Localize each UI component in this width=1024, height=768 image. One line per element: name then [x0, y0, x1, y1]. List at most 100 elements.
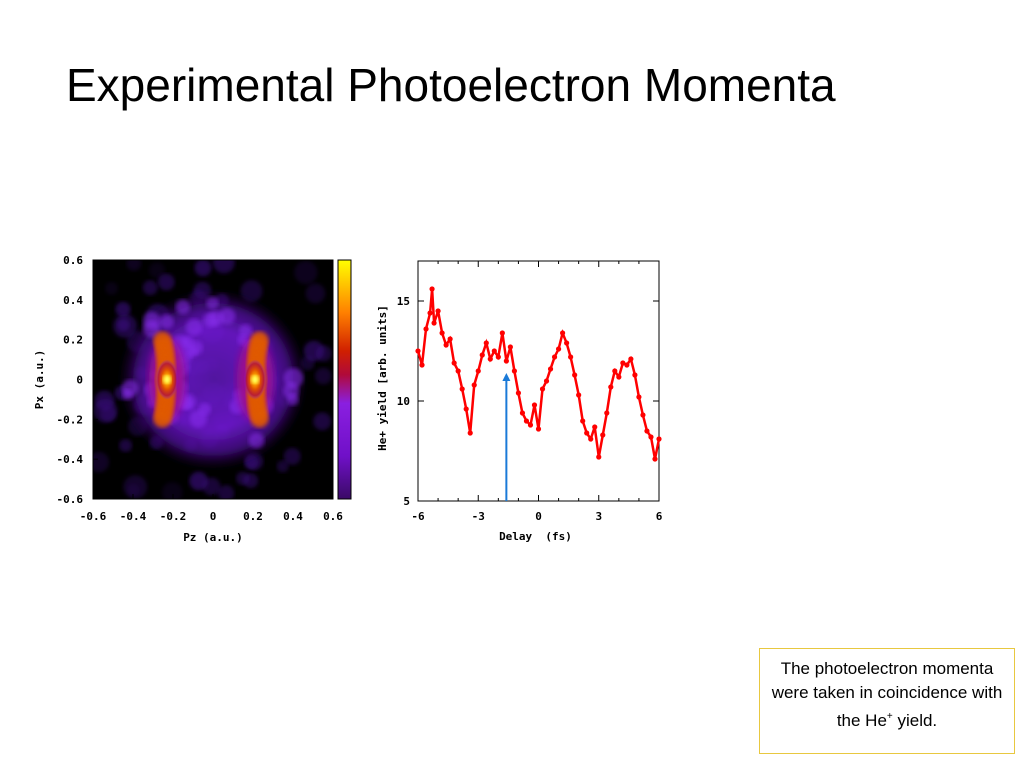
yield-data-point: [648, 434, 653, 439]
yield-data-point: [423, 326, 428, 331]
heatmap-y-tick-label: -0.6: [57, 493, 84, 506]
yield-line-chart: -6 -3 0 3 6 5 10 15 Delay (fs) He+ yield [arb. …: [376, 261, 663, 543]
heatmap-y-axis-label: Px (a.u.): [33, 350, 46, 410]
heatmap-texture: [143, 312, 161, 330]
yield-data-point: [548, 366, 553, 371]
heatmap-y-tick-label: 0.6: [63, 254, 83, 267]
yield-data-point: [640, 412, 645, 417]
yield-data-point: [552, 354, 557, 359]
heatmap-speckle: [195, 259, 212, 276]
yield-data-point: [624, 362, 629, 367]
heatmap-x-tick-label: 0.2: [243, 510, 263, 523]
yield-data-point: [628, 356, 633, 361]
line-chart-x-tick-label: -3: [472, 510, 485, 523]
yield-data-point: [500, 330, 505, 335]
yield-data-point: [604, 410, 609, 415]
heatmap-texture: [249, 433, 265, 449]
yield-data-point: [632, 372, 637, 377]
line-chart-x-tick-label: 0: [535, 510, 542, 523]
yield-data-point: [419, 362, 424, 367]
heatmap-speckle: [213, 251, 235, 273]
yield-data-point: [588, 436, 593, 441]
heatmap-speckle: [236, 472, 249, 485]
yield-data-point: [440, 330, 445, 335]
heatmap-speckle: [284, 448, 301, 465]
heatmap-lobe-peak: [251, 376, 259, 384]
yield-data-point: [532, 402, 537, 407]
heatmap-x-tick-label: -0.2: [160, 510, 187, 523]
yield-data-point: [448, 336, 453, 341]
yield-data-point: [472, 382, 477, 387]
yield-data-point: [468, 430, 473, 435]
yield-data-point: [492, 348, 497, 353]
line-chart-y-tick-label: 10: [397, 395, 410, 408]
heatmap-x-tick-label: 0.4: [283, 510, 303, 523]
yield-data-point: [476, 368, 481, 373]
heatmap-speckle: [162, 482, 183, 503]
yield-data-point: [568, 354, 573, 359]
yield-data-point: [427, 310, 432, 315]
yield-data-point: [636, 394, 641, 399]
yield-data-point: [564, 340, 569, 345]
heatmap-lobe-peak: [163, 376, 171, 384]
heatmap-texture: [186, 319, 203, 336]
heatmap-y-tick-label: -0.4: [57, 453, 84, 466]
yield-data-point: [464, 406, 469, 411]
yield-data-point: [600, 432, 605, 437]
heatmap-lobe-arc: [153, 410, 171, 428]
heatmap-y-ticks: -0.6-0.4-0.200.20.40.6: [57, 254, 99, 506]
line-chart-x-tick-label: 3: [595, 510, 602, 523]
colorbar: [338, 260, 351, 499]
yield-data-point: [584, 430, 589, 435]
heatmap-texture: [176, 299, 191, 314]
heatmap-texture: [203, 312, 218, 327]
heatmap-speckle: [105, 282, 118, 295]
yield-data-point: [656, 436, 661, 441]
heatmap-y-tick-label: 0.4: [63, 294, 83, 307]
yield-data-point: [452, 360, 457, 365]
heatmap-speckle: [89, 452, 109, 472]
heatmap-texture: [284, 368, 304, 388]
yield-data-point: [536, 426, 541, 431]
heatmap-y-tick-label: 0: [76, 374, 83, 387]
line-chart-y-tick-label: 15: [397, 295, 410, 308]
yield-data-point: [508, 344, 513, 349]
heatmap-texture: [206, 297, 219, 310]
line-chart-frame: [418, 261, 659, 501]
yield-data-point: [556, 346, 561, 351]
yield-data-point: [528, 422, 533, 427]
yield-data-point: [652, 456, 657, 461]
line-chart-y-axis-label: He+ yield [arb. units]: [376, 305, 389, 451]
heatmap-texture: [189, 341, 203, 355]
heatmap-plot-area: [89, 251, 333, 502]
line-chart-x-tick-label: 6: [656, 510, 663, 523]
yield-data-point: [488, 356, 493, 361]
heatmap-x-tick-label: 0: [210, 510, 217, 523]
heatmap-texture: [190, 410, 207, 427]
heatmap-speckle: [306, 284, 326, 304]
yield-data-point: [608, 384, 613, 389]
yield-data-point: [444, 342, 449, 347]
heatmap-speckle: [143, 280, 158, 295]
heatmap-x-tick-label: 0.6: [323, 510, 343, 523]
yield-data-point: [560, 330, 565, 335]
yield-data-point: [484, 340, 489, 345]
heatmap-speckle: [119, 439, 132, 452]
yield-data-point: [480, 352, 485, 357]
heatmap-texture: [159, 314, 174, 329]
yield-data-point: [496, 354, 501, 359]
yield-data-point: [524, 418, 529, 423]
heatmap-x-axis-label: Pz (a.u.): [183, 531, 243, 544]
heatmap-speckle: [126, 256, 141, 271]
heatmap-lobe-arc: [251, 410, 269, 428]
yield-data-point: [415, 348, 420, 353]
heatmap-speckle: [315, 368, 332, 385]
yield-data-point: [540, 386, 545, 391]
yield-data-point: [460, 386, 465, 391]
yield-data-point: [572, 372, 577, 377]
heatmap-speckle: [189, 472, 208, 491]
heatmap-texture: [122, 380, 139, 397]
heatmap-speckle: [316, 345, 332, 361]
yield-data-point: [544, 378, 549, 383]
yield-data-point: [516, 390, 521, 395]
